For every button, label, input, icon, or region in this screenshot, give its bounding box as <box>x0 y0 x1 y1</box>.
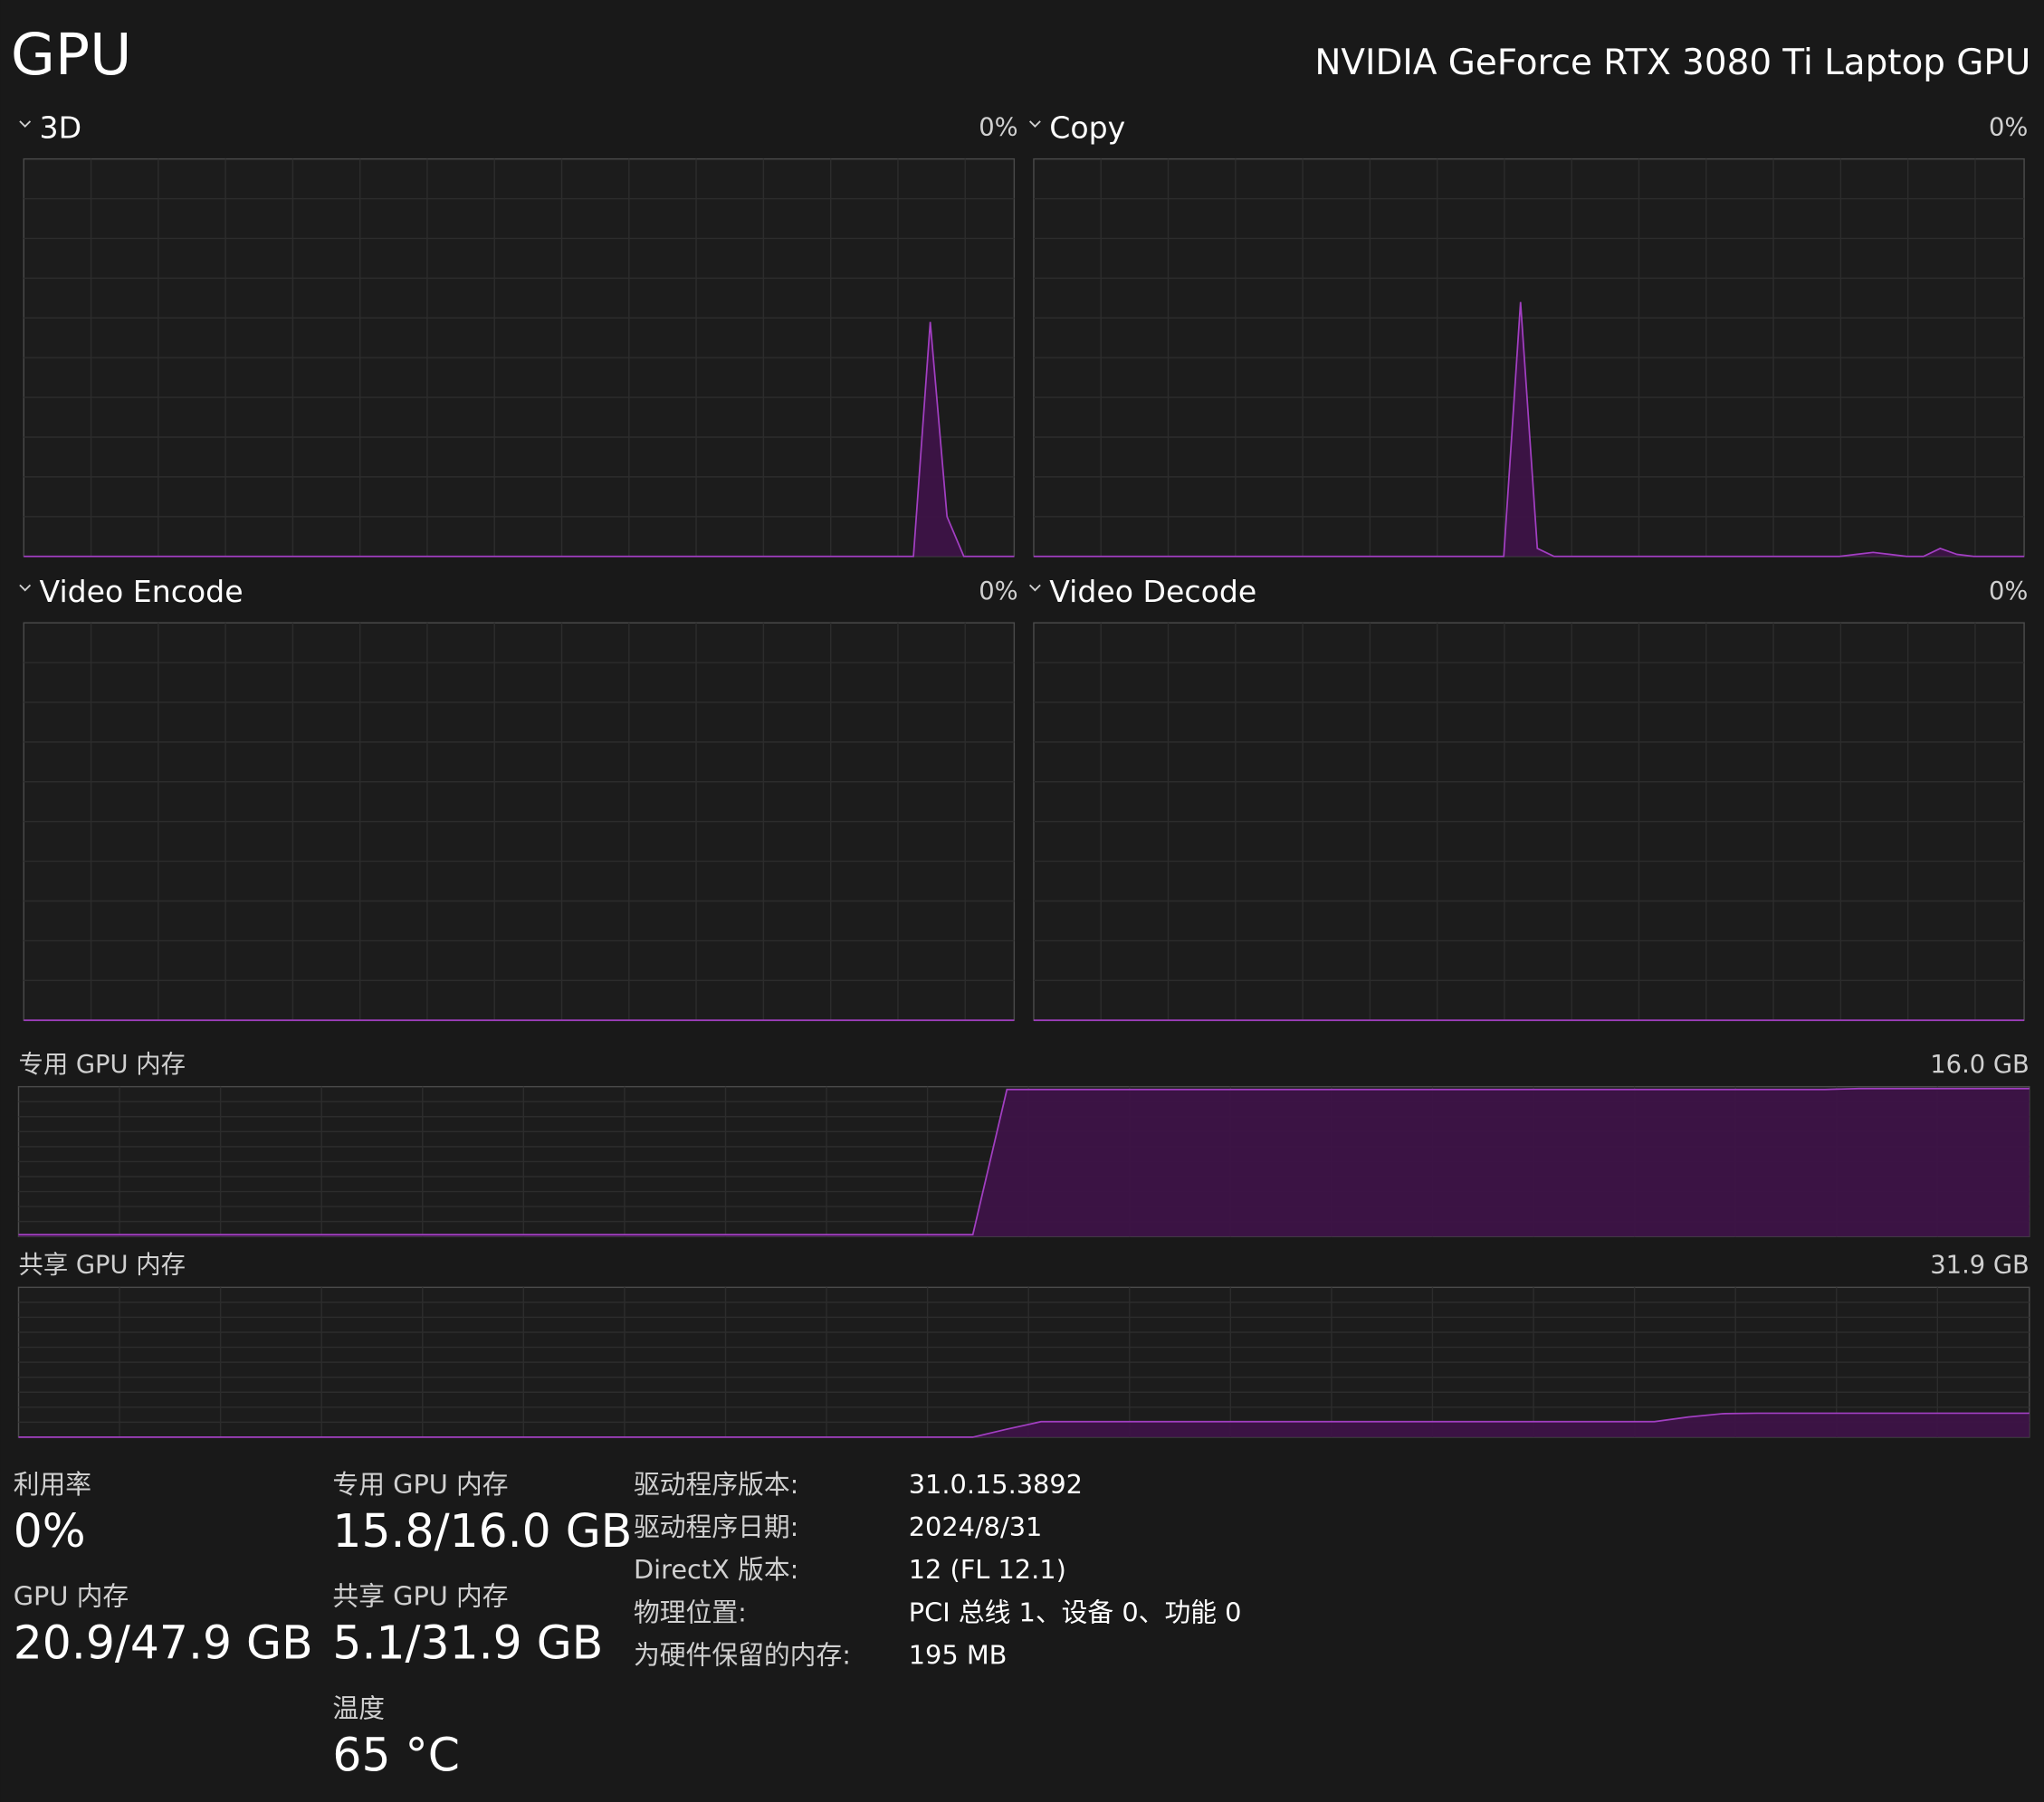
detail-label: 为硬件保留的内存: <box>634 1640 851 1671</box>
memory-graph-max: 16.0 GB <box>1930 1051 2030 1079</box>
detail-value: PCI 总线 1、设备 0、功能 0 <box>909 1597 1242 1627</box>
engine-selector-chevron[interactable] <box>19 584 32 592</box>
stat-label: 温度 <box>332 1692 385 1723</box>
device-name: NVIDIA GeForce RTX 3080 Ti Laptop GPU <box>1314 43 2030 83</box>
graph-area <box>18 1088 2030 1237</box>
memory-graph-max: 31.9 GB <box>1930 1252 2030 1280</box>
memory-graph-name: 专用 GPU 内存 <box>18 1051 185 1079</box>
graph-line <box>18 1412 2030 1438</box>
graph-line <box>1033 301 2025 558</box>
detail-label: DirectX 版本: <box>634 1554 798 1585</box>
engine-current: 0% <box>1989 577 2028 605</box>
detail-label: 驱动程序日期: <box>634 1511 798 1542</box>
stat-label: 共享 GPU 内存 <box>332 1581 508 1612</box>
engine-current: 0% <box>1989 114 2028 142</box>
engine-name[interactable]: 3D <box>40 110 82 146</box>
stat-value: 5.1/31.9 GB <box>332 1616 603 1670</box>
detail-label: 驱动程序版本: <box>634 1469 798 1500</box>
detail-value: 2024/8/31 <box>909 1511 1043 1542</box>
engine-current: 0% <box>979 577 1017 605</box>
detail-value: 195 MB <box>909 1640 1008 1671</box>
stat-value: 20.9/47.9 GB <box>14 1616 313 1670</box>
engine-current: 0% <box>979 114 1017 142</box>
engine-selector-chevron[interactable] <box>1028 120 1041 128</box>
stat-label: GPU 内存 <box>14 1581 129 1612</box>
stat-value: 15.8/16.0 GB <box>332 1504 632 1558</box>
engine-selector-chevron[interactable] <box>1028 584 1041 592</box>
page-title: GPU <box>11 21 132 88</box>
engine-name[interactable]: Video Decode <box>1049 574 1256 609</box>
graph-area <box>18 1413 2030 1437</box>
stat-value: 65 °C <box>332 1728 459 1781</box>
graph-line <box>24 321 1015 558</box>
engine-name[interactable]: Copy <box>1049 110 1125 146</box>
stat-value: 0% <box>14 1504 86 1558</box>
memory-graph-name: 共享 GPU 内存 <box>18 1252 185 1280</box>
stat-label: 利用率 <box>14 1469 91 1500</box>
graph-line <box>18 1087 2030 1235</box>
stat-label: 专用 GPU 内存 <box>332 1469 508 1500</box>
detail-value: 12 (FL 12.1) <box>909 1554 1066 1585</box>
engine-selector-chevron[interactable] <box>19 120 32 128</box>
detail-value: 31.0.15.3892 <box>909 1469 1083 1500</box>
detail-label: 物理位置: <box>634 1597 747 1627</box>
engine-name[interactable]: Video Encode <box>40 574 244 609</box>
